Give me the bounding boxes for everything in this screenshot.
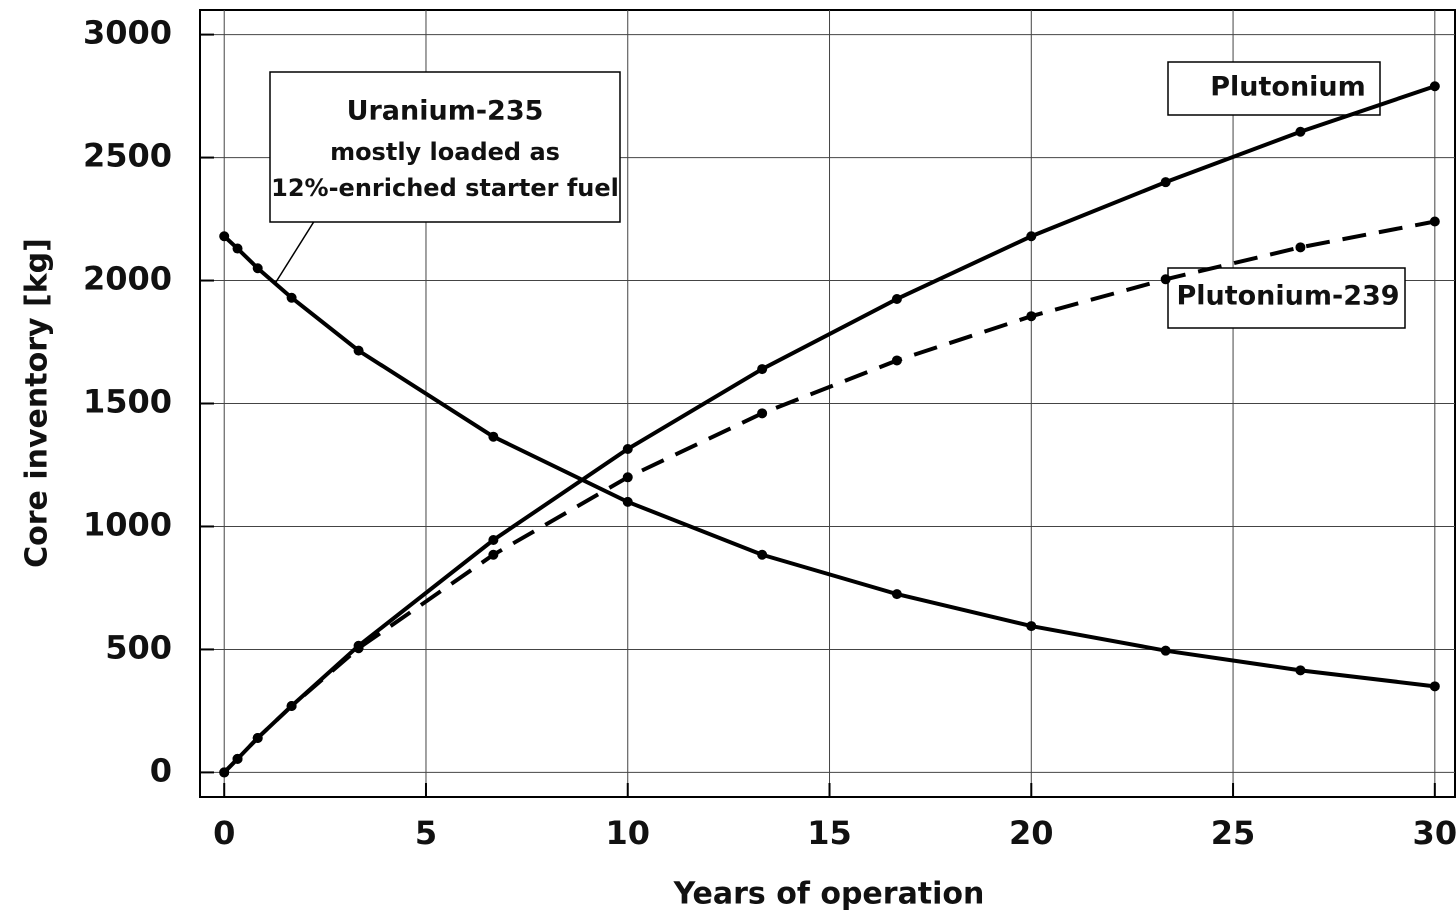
data-point <box>1160 645 1171 656</box>
data-point <box>1026 311 1037 322</box>
x-tick-label: 5 <box>415 814 437 852</box>
data-point <box>622 496 633 507</box>
annotation: 12%-enriched starter fuel <box>271 174 619 202</box>
y-tick-label: 500 <box>105 628 172 666</box>
data-point <box>488 549 499 560</box>
annotation: mostly loaded as <box>330 138 560 166</box>
y-tick-label: 1000 <box>83 505 172 543</box>
data-point <box>757 364 768 375</box>
y-tick-label: 1500 <box>83 383 172 421</box>
data-point <box>219 767 230 778</box>
y-tick-label: 2500 <box>83 137 172 175</box>
y-tick-label: 0 <box>150 751 172 789</box>
x-tick-label: 25 <box>1211 814 1256 852</box>
annotation: Uranium-235 <box>347 96 544 127</box>
data-point <box>1429 681 1440 692</box>
legend-label: Plutonium-239 <box>1176 281 1399 312</box>
data-point <box>1429 216 1440 227</box>
data-point <box>1429 81 1440 92</box>
data-point <box>488 534 499 545</box>
data-point <box>1295 242 1306 253</box>
data-point <box>1295 665 1306 676</box>
data-point <box>891 589 902 600</box>
x-tick-label: 20 <box>1009 814 1054 852</box>
data-point <box>891 293 902 304</box>
legend-label: Plutonium <box>1210 72 1366 103</box>
annotation-box <box>269 71 621 223</box>
data-point <box>1026 231 1037 242</box>
x-tick-label: 0 <box>213 814 235 852</box>
data-point <box>622 472 633 483</box>
data-point <box>1295 126 1306 137</box>
data-point <box>622 443 633 454</box>
data-point <box>891 355 902 366</box>
data-point <box>1160 177 1171 188</box>
data-point <box>1026 621 1037 632</box>
data-point <box>1160 274 1171 285</box>
x-tick-label: 15 <box>807 814 852 852</box>
data-point <box>252 263 263 274</box>
data-point <box>252 732 263 743</box>
x-axis-label: Years of operation <box>673 877 985 912</box>
label-box <box>1167 61 1381 116</box>
label-box <box>1167 267 1406 329</box>
data-point <box>353 345 364 356</box>
data-point <box>232 753 243 764</box>
data-point <box>757 408 768 419</box>
data-point <box>488 431 499 442</box>
data-point <box>232 243 243 254</box>
x-tick-label: 10 <box>605 814 650 852</box>
x-tick-label: 30 <box>1413 814 1456 852</box>
data-point <box>286 292 297 303</box>
data-point <box>353 643 364 654</box>
y-tick-label: 2000 <box>83 260 172 298</box>
data-point <box>219 231 230 242</box>
y-axis-label: Core inventory [kg] <box>20 238 55 568</box>
y-tick-label: 3000 <box>83 14 172 52</box>
data-point <box>286 701 297 712</box>
data-point <box>757 549 768 560</box>
